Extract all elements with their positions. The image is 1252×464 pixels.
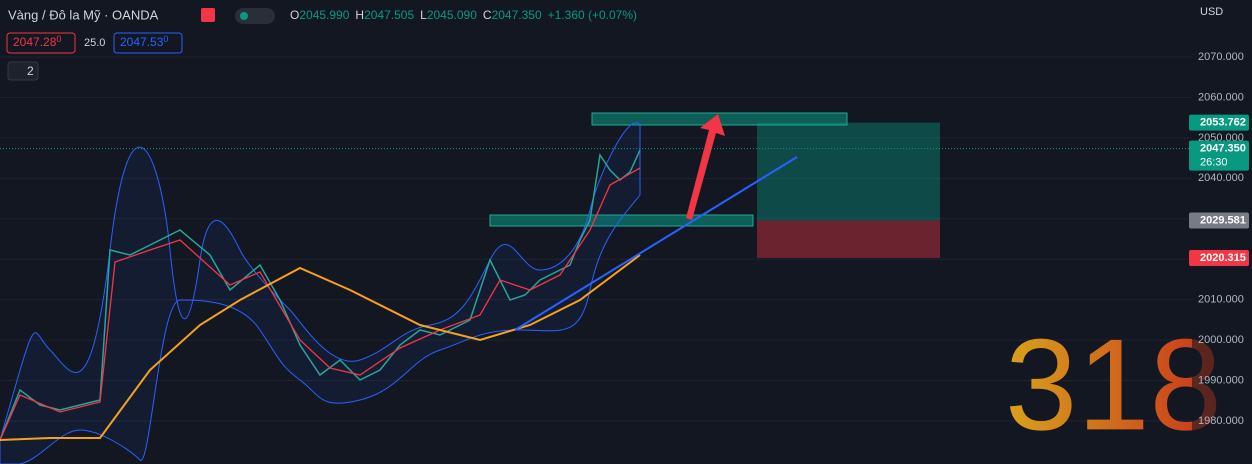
countdown: 26:30	[1200, 157, 1228, 169]
bollinger-bands	[0, 122, 641, 464]
indicators-toggle[interactable]	[7, 61, 39, 81]
symbol: Vàng / Đô la Mỹ · OANDA	[8, 7, 159, 22]
price-tag-label: 2029.581	[1200, 214, 1246, 226]
buy-button[interactable]	[113, 32, 183, 54]
price-tick-label: 2000.000	[1198, 334, 1244, 346]
price-action	[0, 149, 641, 441]
ohlc: O2045.990 H2047.505 L2045.090 C2047.350 +1.3…	[290, 8, 637, 22]
price-tick-label: 2060.000	[1198, 91, 1244, 103]
price-tag	[1189, 140, 1249, 171]
price-tick-label: 1990.000	[1198, 374, 1244, 386]
price-axis	[1192, 0, 1252, 464]
price-axis-labels: 2070.0002060.0002050.0002040.0002030.000…	[1189, 51, 1249, 427]
price-tag	[1189, 212, 1249, 229]
profit-zone	[757, 122, 940, 221]
buy-price: 2047.530	[120, 34, 168, 49]
status-dot	[240, 12, 248, 20]
price-tick-label: 2070.000	[1198, 51, 1244, 63]
price-tag-label: 2047.350	[1200, 143, 1246, 155]
zones	[757, 122, 940, 258]
market-status[interactable]	[235, 8, 275, 24]
price-tag	[1189, 249, 1249, 266]
loss-zone	[757, 220, 940, 258]
indicators-count: 2	[27, 64, 34, 78]
spread: 25.0	[84, 37, 105, 49]
sell-price: 2047.280	[13, 34, 61, 49]
price-tag-label: 2053.762	[1200, 117, 1246, 129]
sell-button[interactable]	[6, 32, 76, 54]
price-tag	[1189, 114, 1249, 131]
grid	[0, 56, 1192, 422]
slow-ma	[0, 254, 641, 441]
arrow	[686, 114, 725, 220]
flag[interactable]	[201, 8, 215, 22]
price-tick-label: 2010.000	[1198, 294, 1244, 306]
support-zone	[489, 214, 754, 227]
currency: USD	[1200, 6, 1223, 18]
price-tag-label: 2020.315	[1200, 252, 1246, 264]
price-tick-label: 1980.000	[1198, 415, 1244, 427]
fast-ma	[0, 167, 641, 441]
watermark: 318	[1005, 311, 1222, 457]
trend-line	[514, 156, 798, 331]
price-tick-label: 2040.000	[1198, 172, 1244, 184]
